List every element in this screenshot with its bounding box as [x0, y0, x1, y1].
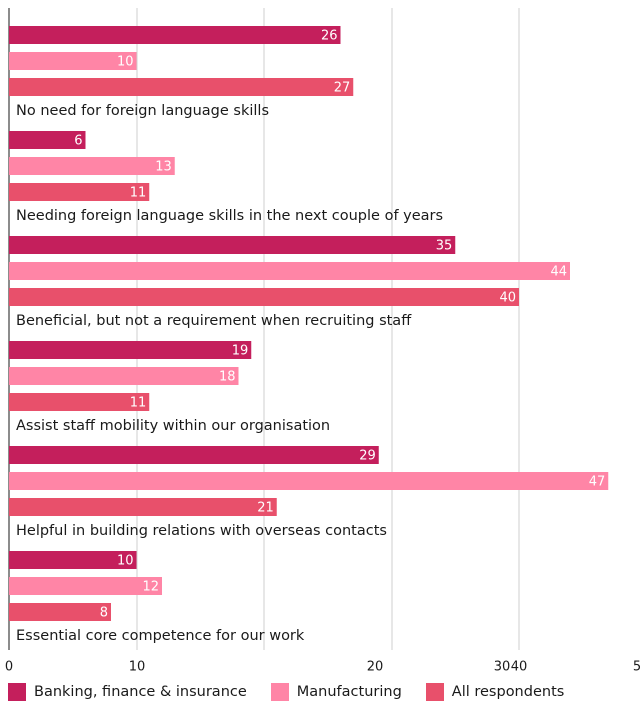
data-label: 11 — [130, 186, 147, 201]
data-label: 21 — [257, 501, 274, 516]
legend-item: Manufacturing — [270, 683, 402, 701]
bar — [9, 131, 86, 149]
x-tick-label: 10 — [129, 660, 146, 675]
legend-item: All respondents — [425, 683, 565, 701]
bar — [9, 603, 111, 621]
x-tick-label: 0 — [5, 660, 13, 675]
x-tick-label: 30 — [494, 660, 511, 675]
category-label: Needing foreign language skills in the n… — [16, 208, 443, 224]
legend-item: Banking, finance & insurance — [8, 683, 247, 701]
category-label: No need for foreign language skills — [16, 103, 269, 119]
bar — [9, 551, 137, 569]
bar — [9, 52, 137, 70]
legend-label: Manufacturing — [296, 684, 402, 700]
bar — [9, 288, 519, 306]
bar — [9, 341, 252, 359]
data-label: 27 — [334, 81, 351, 96]
data-label: 18 — [219, 370, 236, 385]
x-tick-label: 40 — [511, 660, 528, 675]
data-label: 12 — [142, 580, 159, 595]
data-label: 40 — [499, 291, 516, 306]
bar — [9, 367, 239, 385]
legend-swatch — [270, 683, 289, 701]
legend: Banking, finance & insurance Manufacturin… — [8, 683, 588, 701]
data-label: 10 — [117, 55, 134, 70]
bar — [9, 498, 277, 516]
data-label: 11 — [130, 396, 147, 411]
data-label: 19 — [232, 344, 249, 359]
data-label: 47 — [589, 475, 606, 490]
bar — [9, 393, 150, 411]
legend-swatch — [8, 683, 26, 701]
category-label: Assist staff mobility within our organis… — [16, 418, 330, 434]
category-label: Helpful in building relations with overs… — [16, 523, 387, 539]
data-label: 10 — [117, 554, 134, 569]
legend-label: All respondents — [451, 684, 565, 700]
bar — [9, 577, 162, 595]
bar — [9, 78, 354, 96]
data-label: 13 — [155, 160, 172, 175]
data-label: 6 — [74, 134, 82, 149]
bar — [9, 26, 341, 44]
bar — [9, 446, 379, 464]
data-label: 44 — [550, 265, 567, 280]
legend-swatch — [425, 683, 444, 701]
category-label: Beneficial, but not a requirement when r… — [16, 313, 412, 329]
x-tick-label: 20 — [367, 660, 384, 675]
bar — [9, 262, 570, 280]
legend-label: Banking, finance & insurance — [34, 684, 247, 700]
data-label: 29 — [359, 449, 376, 464]
bar — [9, 157, 175, 175]
data-label: 8 — [100, 606, 108, 621]
data-label: 35 — [436, 239, 453, 254]
bar — [9, 472, 609, 490]
x-tick-label: 5 — [633, 660, 641, 675]
bar — [9, 236, 456, 254]
data-label: 26 — [321, 29, 338, 44]
category-label: Essential core competence for our work — [16, 628, 305, 644]
bar — [9, 183, 150, 201]
